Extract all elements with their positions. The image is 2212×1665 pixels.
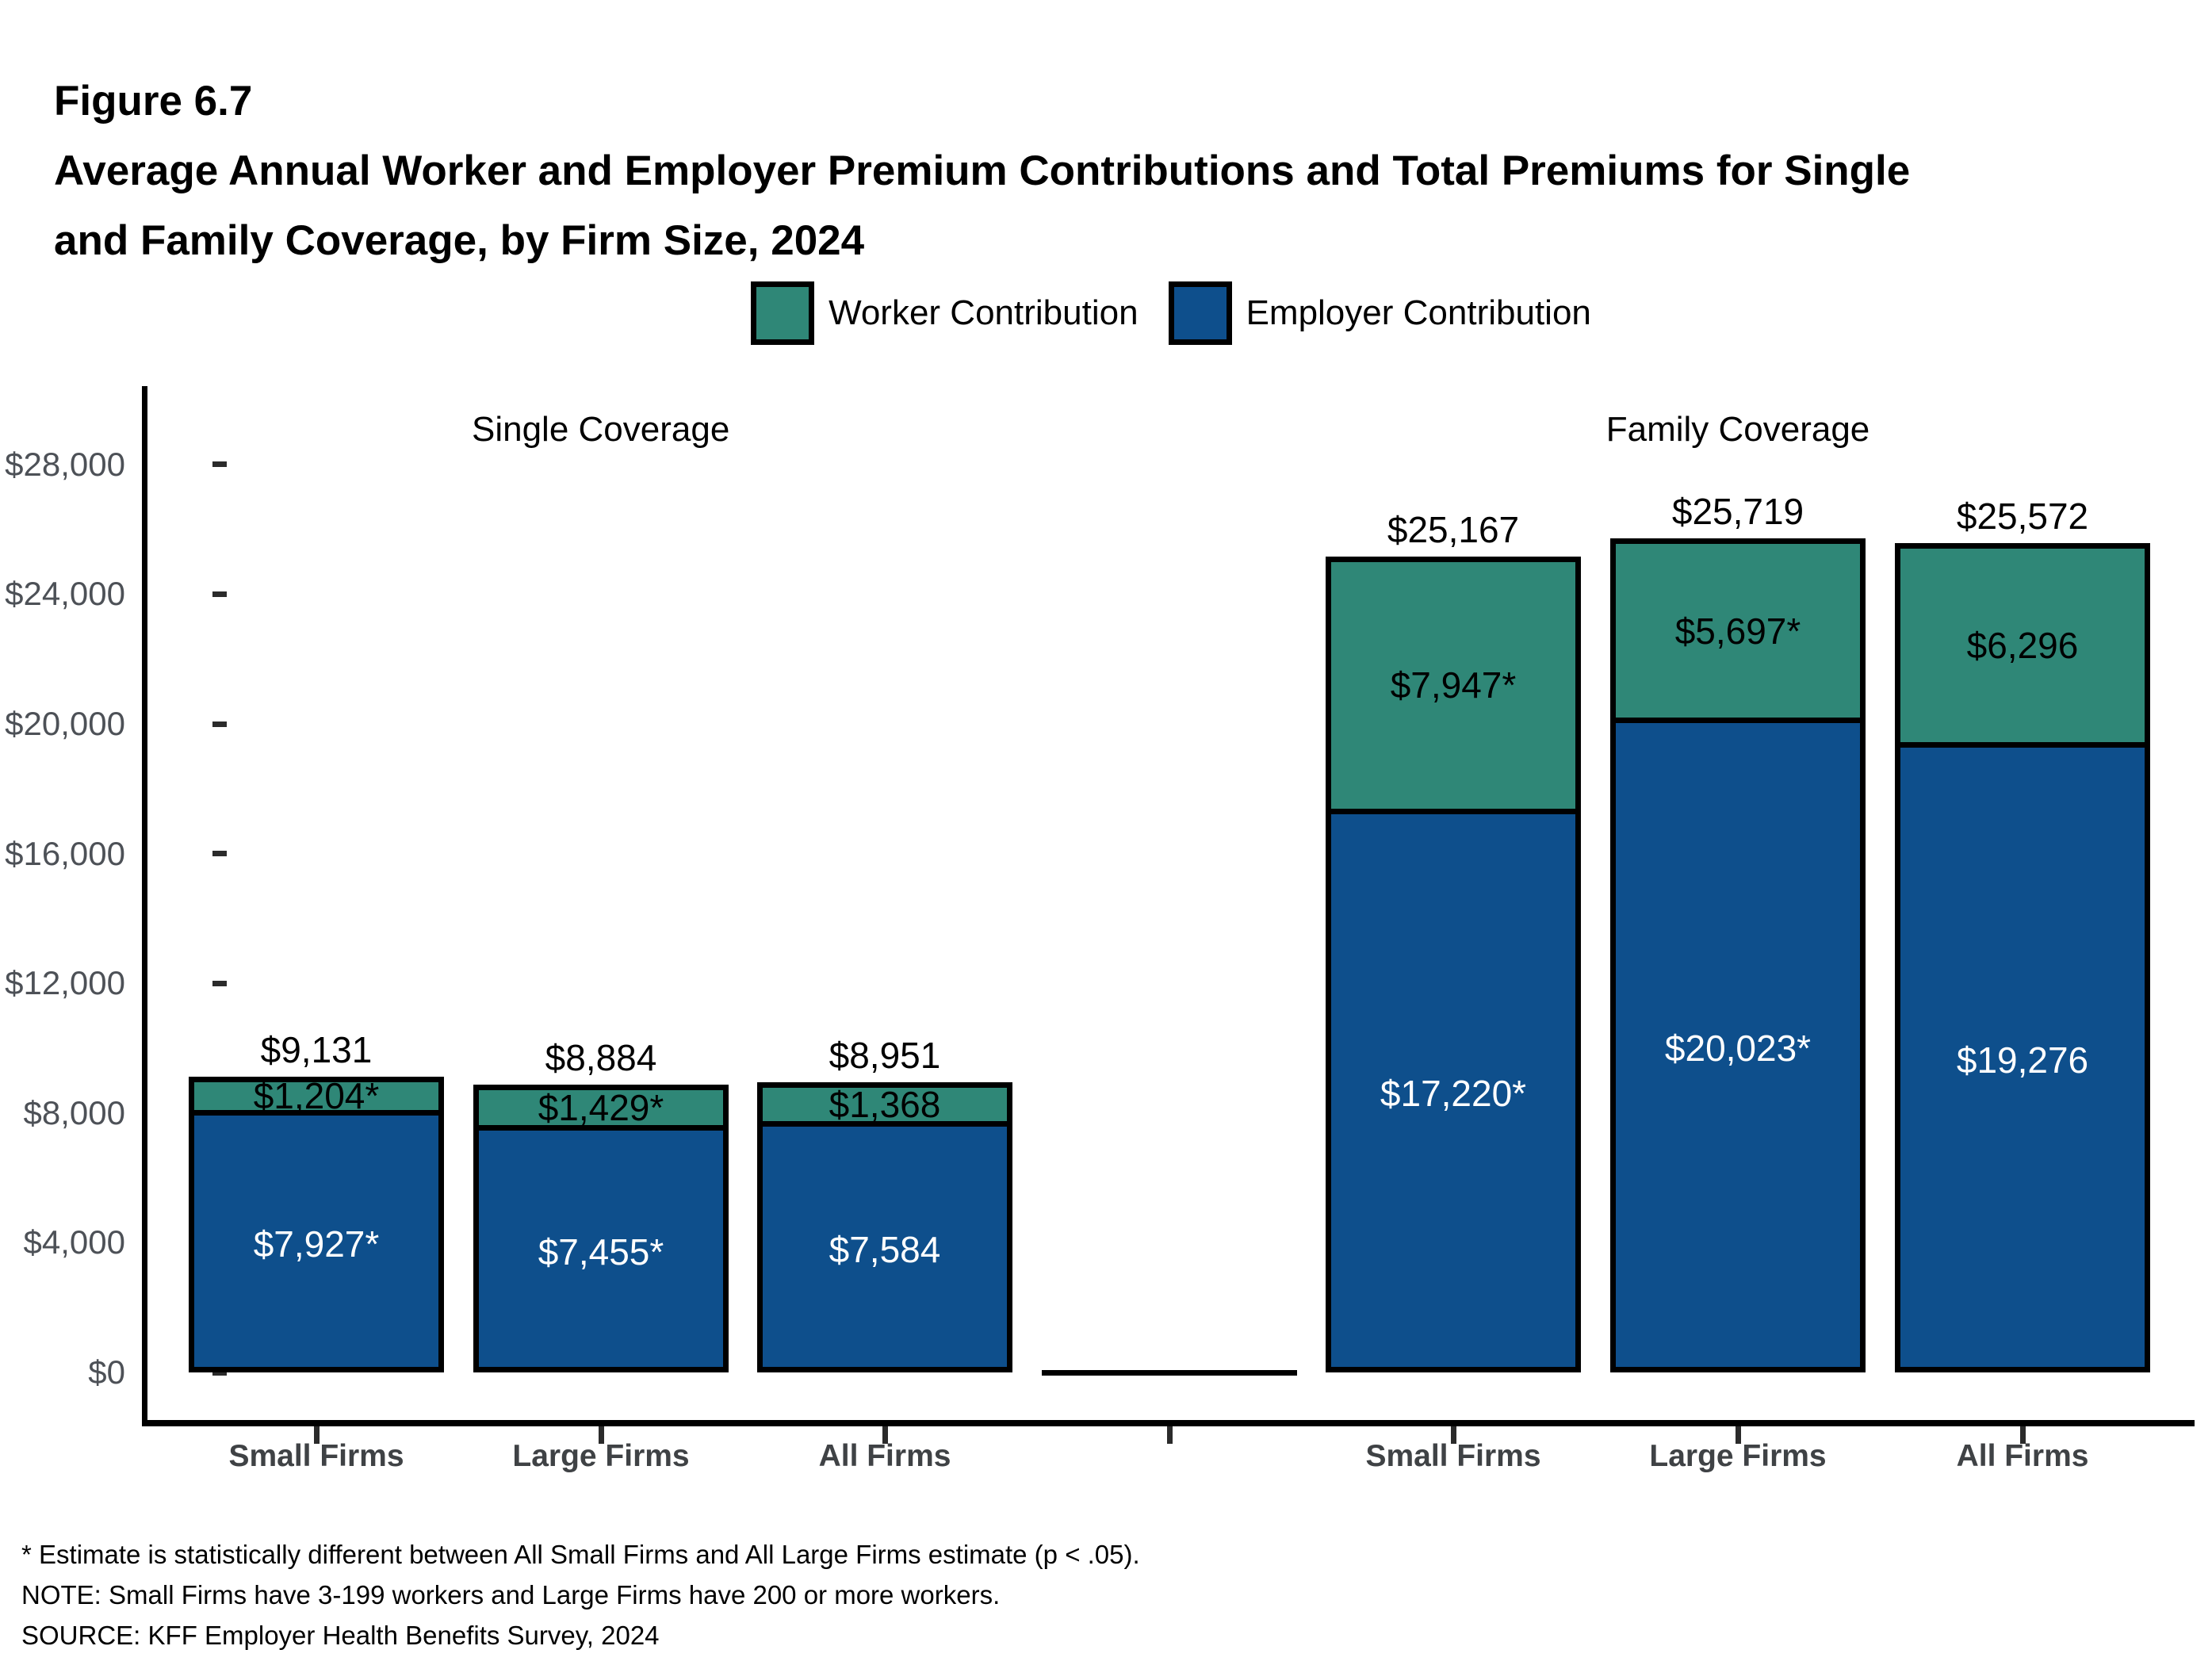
panel-title-family: Family Coverage: [1605, 410, 1870, 449]
x-axis-line: [142, 1420, 2195, 1426]
worker-value-label-single-small-firms: $1,204*: [253, 1075, 380, 1117]
footnote-source: SOURCE: KFF Employer Health Benefits Sur…: [21, 1621, 660, 1650]
y-tick-mark: [212, 980, 227, 986]
figure-label: Figure 6.7: [54, 78, 253, 124]
employer-value-label-single-small-firms: $7,927*: [253, 1223, 380, 1265]
y-tick-label: $4,000: [23, 1223, 125, 1261]
employer-value-label-single-large-firms: $7,455*: [538, 1231, 664, 1273]
employer-value-label-family-all-firms: $19,276: [1956, 1039, 2089, 1081]
y-tick-label: $16,000: [5, 834, 125, 872]
x-category-label-single-large-firms: Large Firms: [512, 1439, 690, 1473]
x-tick-mark: [2019, 1426, 2026, 1444]
bar-single-small-firms: $1,204* $7,927*: [189, 1075, 444, 1372]
bar-family-small-firms: $7,947* $17,220*: [1326, 556, 1581, 1372]
total-value-label-single-all-firms: $8,951: [829, 1034, 941, 1076]
figure-titles: Figure 6.7 Average Annual Worker and Emp…: [54, 67, 1910, 276]
bar-single-large-firms: $1,429* $7,455*: [473, 1084, 729, 1372]
employer-contribution-swatch-icon: [1168, 281, 1232, 345]
total-value-label-family-small-firms: $25,167: [1387, 508, 1520, 550]
y-tick-mark: [212, 461, 227, 468]
total-value-label-family-large-firms: $25,719: [1671, 491, 1804, 533]
y-tick-label: $12,000: [5, 964, 125, 1002]
empty-category-zero-line: [1042, 1369, 1297, 1376]
worker-value-label-family-all-firms: $6,296: [1966, 624, 2079, 666]
footnote-note: NOTE: Small Firms have 3-199 workers and…: [21, 1580, 1001, 1610]
y-tick-mark: [212, 1369, 227, 1376]
figure-title-line2: and Family Coverage, by Firm Size, 2024: [54, 217, 865, 264]
worker-segment-family-large-firms: [1616, 544, 1860, 724]
x-category-label-single-small-firms: Small Firms: [228, 1439, 404, 1473]
x-tick-mark: [1735, 1426, 1741, 1444]
legend-label-worker: Worker Contribution: [829, 293, 1139, 332]
worker-segment-single-all-firms: [763, 1087, 1007, 1127]
x-category-label-family-large-firms: Large Firms: [1649, 1439, 1827, 1473]
worker-value-label-single-all-firms: $1,368: [829, 1083, 941, 1125]
worker-value-label-family-small-firms: $7,947*: [1390, 664, 1517, 706]
worker-value-label-family-large-firms: $5,697*: [1674, 610, 1801, 652]
legend-item-worker: Worker Contribution: [751, 281, 1139, 345]
total-value-label-family-all-firms: $25,572: [1956, 496, 2089, 538]
legend: Worker Contribution Employer Contributio…: [147, 279, 2195, 347]
y-axis-line: [142, 386, 147, 1426]
y-tick-label: $0: [88, 1353, 125, 1391]
worker-value-label-single-large-firms: $1,429*: [538, 1086, 664, 1128]
worker-segment-single-small-firms: [194, 1081, 438, 1116]
x-category-label-family-all-firms: All Firms: [1956, 1439, 2089, 1473]
x-tick-mark: [1166, 1426, 1173, 1444]
worker-segment-single-large-firms: [479, 1089, 723, 1131]
employer-value-label-family-large-firms: $20,023*: [1664, 1027, 1812, 1069]
y-tick-label: $20,000: [5, 705, 125, 742]
worker-contribution-swatch-icon: [751, 281, 815, 345]
x-category-label-family-small-firms: Small Firms: [1365, 1439, 1541, 1473]
bar-single-all-firms: $1,368 $7,584: [757, 1081, 1012, 1372]
y-tick-mark: [212, 721, 227, 727]
x-tick-mark: [882, 1426, 888, 1444]
total-value-label-single-small-firms: $9,131: [260, 1028, 373, 1070]
x-tick-mark: [1450, 1426, 1456, 1444]
y-tick-mark: [212, 591, 227, 597]
worker-segment-family-all-firms: [1900, 549, 2145, 748]
y-tick-label: $28,000: [5, 445, 125, 483]
bar-family-large-firms: $5,697* $20,023*: [1610, 538, 1866, 1372]
worker-segment-family-small-firms: [1331, 561, 1575, 814]
employer-value-label-single-all-firms: $7,584: [829, 1228, 941, 1270]
total-value-label-single-large-firms: $8,884: [545, 1036, 657, 1078]
y-tick-mark: [212, 851, 227, 857]
footnotes: * Estimate is statistically different be…: [21, 1534, 1140, 1655]
employer-value-label-family-small-firms: $17,220*: [1380, 1072, 1527, 1114]
panel-title-single: Single Coverage: [471, 410, 730, 449]
bar-family-all-firms: $6,296 $19,276: [1895, 543, 2150, 1372]
x-tick-mark: [598, 1426, 604, 1444]
footnote-significance: * Estimate is statistically different be…: [21, 1540, 1140, 1569]
figure-title-line1: Average Annual Worker and Employer Premi…: [54, 147, 1911, 194]
x-tick-mark: [313, 1426, 320, 1444]
legend-label-employer: Employer Contribution: [1246, 293, 1591, 332]
legend-item-employer: Employer Contribution: [1168, 281, 1591, 345]
plot-area: $0 $4,000 $8,000 $12,000 $16,000 $20,000 $24,0…: [5, 386, 2195, 1473]
y-tick-label: $24,000: [5, 575, 125, 613]
x-category-label-single-all-firms: All Firms: [818, 1439, 951, 1473]
y-tick-label: $8,000: [23, 1093, 125, 1131]
